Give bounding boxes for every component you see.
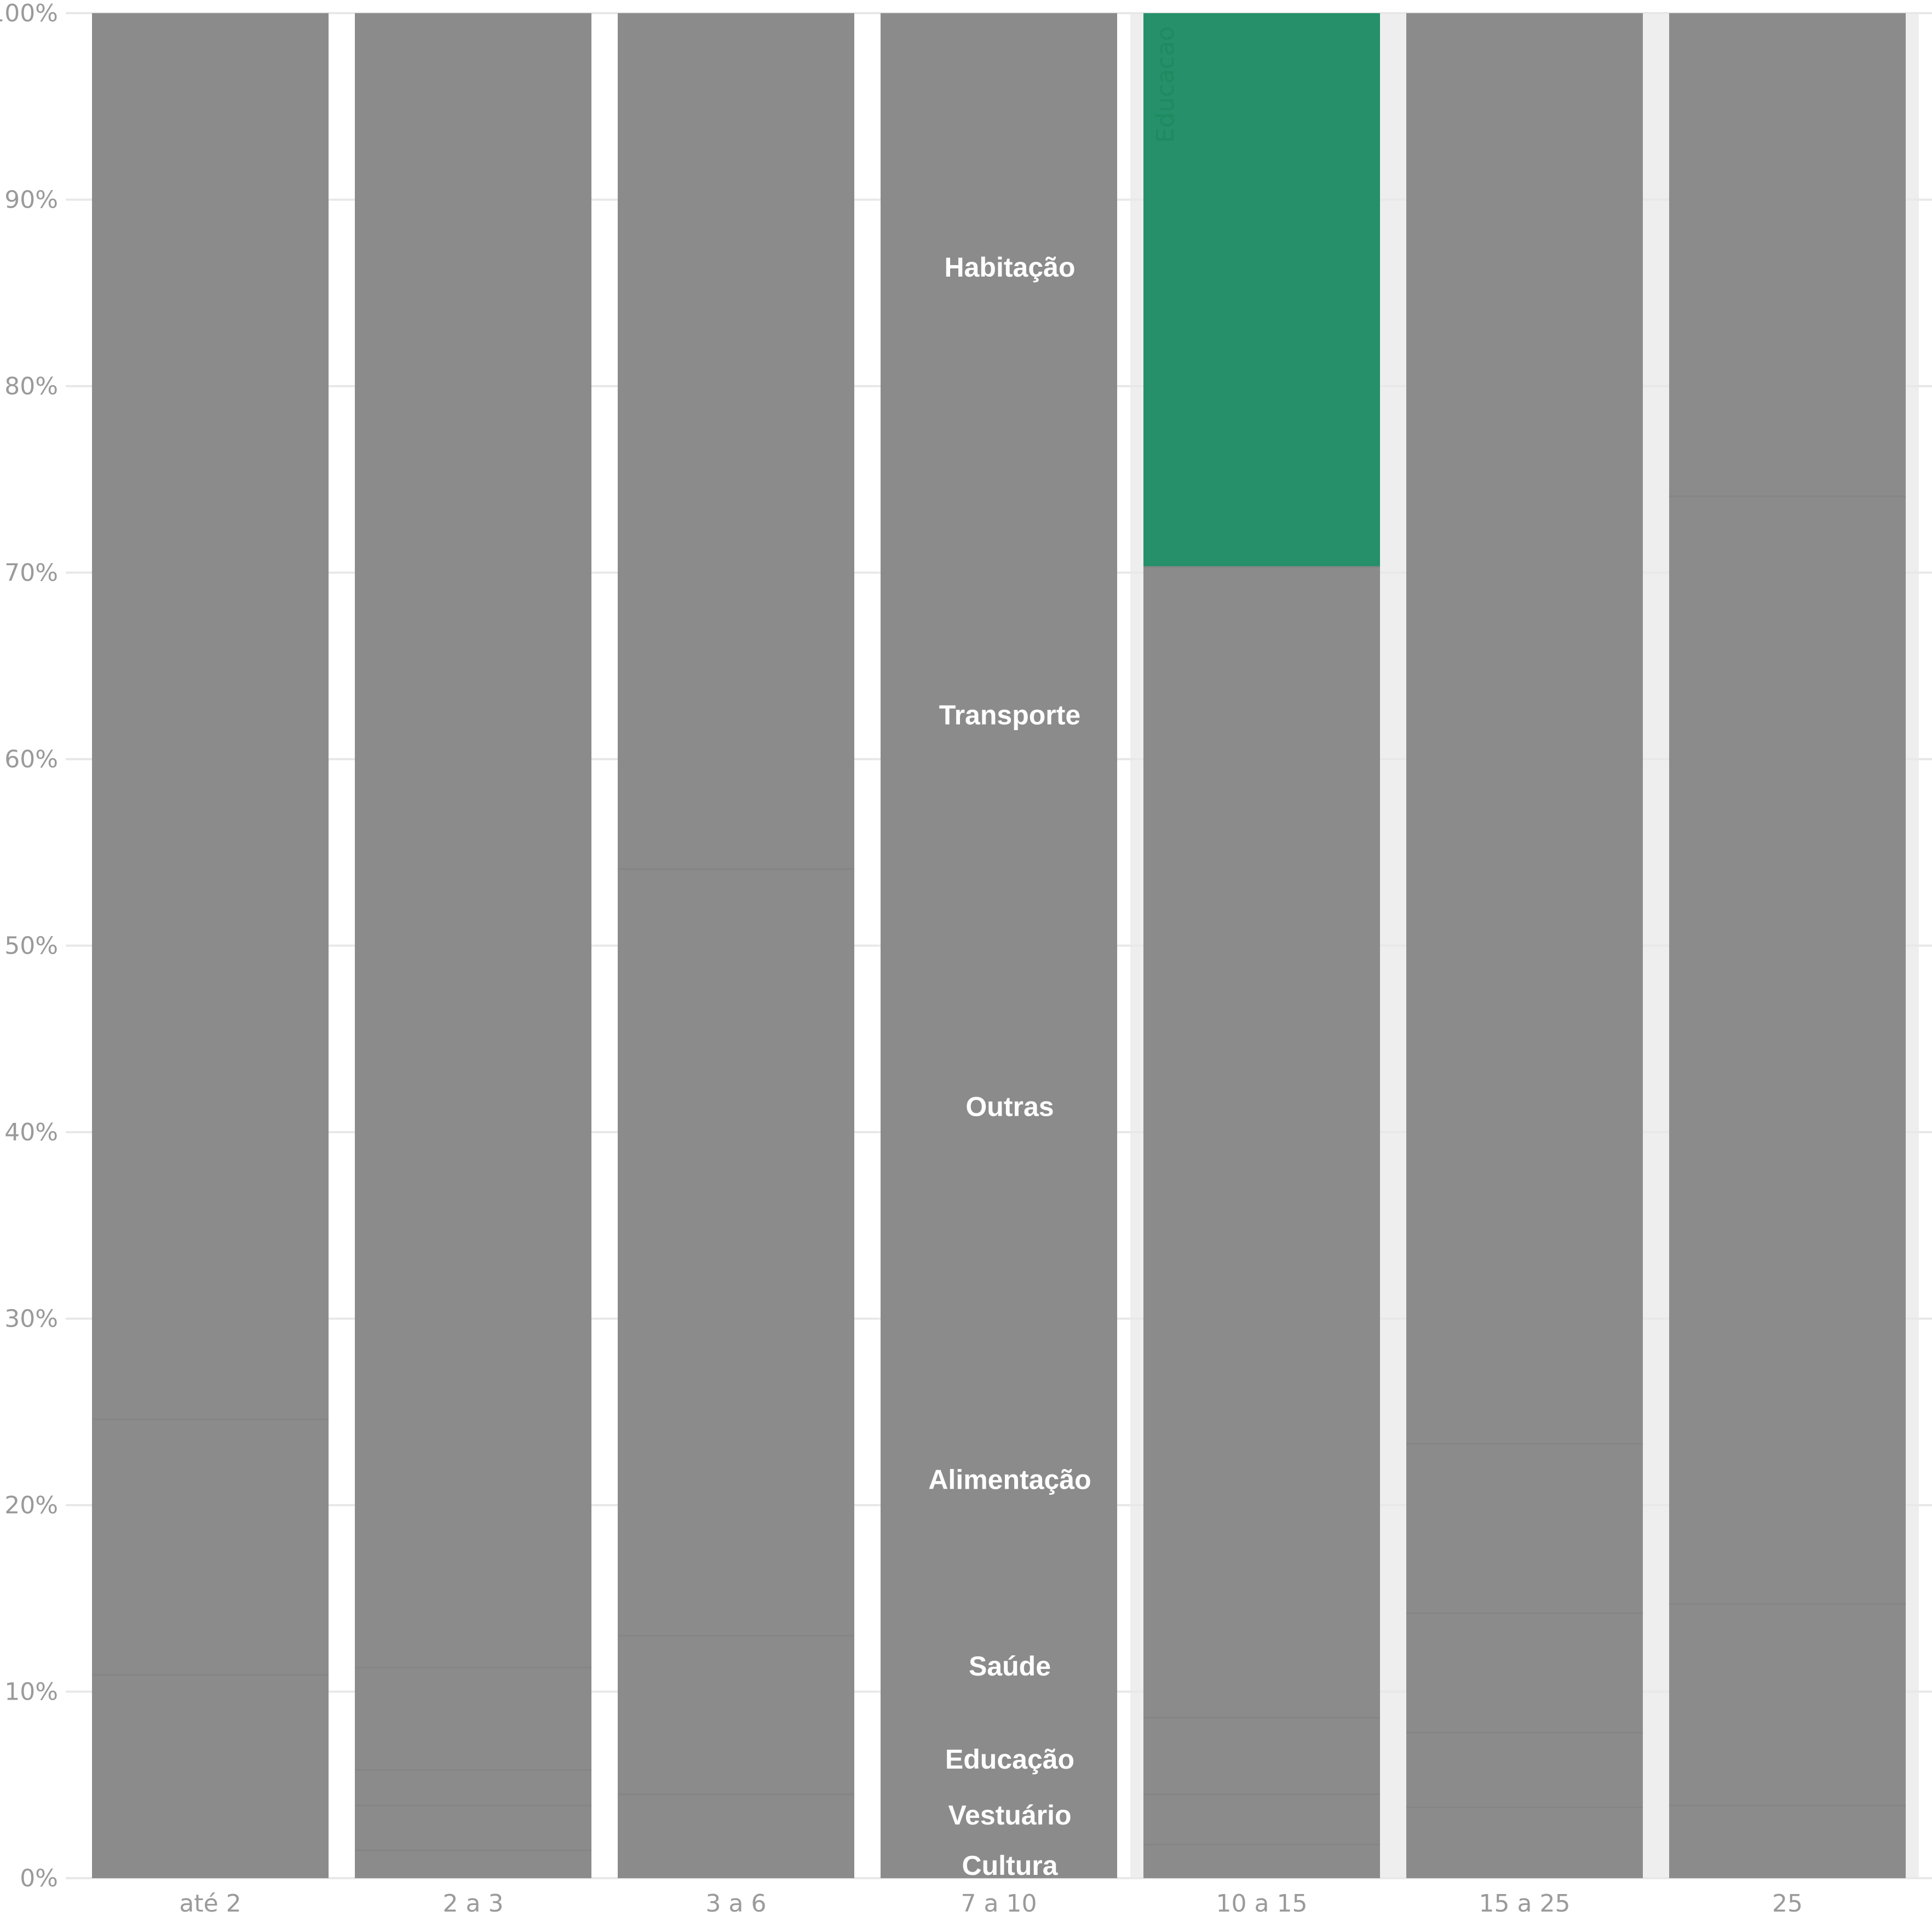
category-label-7: Cultura [962,1850,1059,1881]
category-label-3: Alimentação [928,1464,1091,1495]
y-tick-10: 100% [0,0,58,27]
x-tick-2: 3 a 6 [706,1890,767,1918]
y-tick-6: 60% [4,745,58,773]
bar-3 [881,13,1117,1878]
category-label-1: Transporte [939,699,1080,730]
y-tick-2: 20% [4,1491,58,1519]
y-tick-8: 80% [4,372,58,400]
category-label-4: Saúde [969,1651,1051,1682]
category-label-6: Vestuário [948,1800,1071,1831]
y-tick-5: 50% [4,932,58,960]
x-tick-6: 25 [1772,1890,1803,1918]
y-tick-4: 40% [4,1118,58,1146]
x-tick-0: até 2 [179,1890,241,1918]
category-label-5: Educação [945,1744,1074,1775]
x-tick-4: 10 a 15 [1216,1890,1308,1918]
bar-6 [1669,13,1906,1878]
y-tick-3: 30% [4,1305,58,1333]
category-labels: Habitação Transporte Outras Alimentação Saúd… [928,252,1091,1881]
y-tick-7: 70% [4,559,58,587]
category-label-0: Habitação [945,252,1076,283]
highlight-label: Educacao [1152,26,1180,143]
x-tick-3: 7 a 10 [961,1890,1037,1918]
segment-boundaries [92,495,1906,1851]
bar-5 [1406,13,1643,1878]
bar-2 [618,13,854,1878]
x-tick-1: 2 a 3 [443,1890,504,1918]
y-axis-ticks: 0% 10% 20% 30% 40% 50% 60% 70% 80% 90% 100% [0,0,58,1892]
x-tick-5: 15 a 25 [1479,1890,1571,1918]
y-tick-1: 10% [4,1678,58,1706]
bar-1 [355,13,591,1878]
y-tick-9: 90% [4,186,58,214]
x-axis-ticks: até 2 2 a 3 3 a 6 7 a 10 10 a 15 15 a 25 25 [179,1890,1803,1918]
bars: Educacao [92,13,1906,1878]
category-label-2: Outras [965,1091,1054,1122]
highlight-segment [1143,13,1380,567]
bar-0 [92,13,329,1878]
y-tick-0: 0% [20,1864,58,1892]
